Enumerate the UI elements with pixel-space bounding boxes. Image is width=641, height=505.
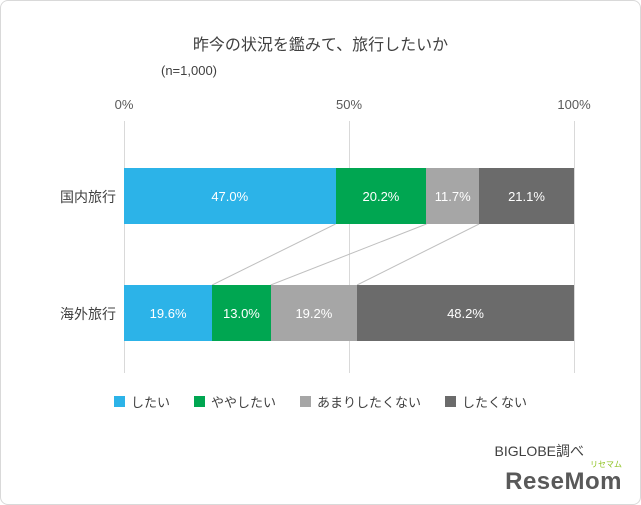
data-label: 13.0%: [223, 305, 260, 321]
x-axis-tick-label: 0%: [114, 97, 134, 112]
legend-swatch: [445, 396, 457, 407]
x-axis-tick-label: 100%: [557, 97, 591, 112]
bar-segment: 48.2%: [357, 285, 574, 341]
resemom-logo-wordmark: ReseMom: [505, 468, 622, 495]
gridline-100: [574, 121, 575, 373]
legend-item: あまりしたくない: [300, 392, 421, 411]
legend-label: あまりしたくない: [317, 395, 422, 410]
legend-swatch: [300, 396, 311, 407]
legend: したい ややしたい あまりしたくない したくない: [1, 392, 640, 411]
bar-row: 47.0% 20.2% 11.7% 21.1%: [124, 168, 574, 224]
bar-segment: 47.0%: [124, 168, 336, 224]
category-label: 国内旅行: [60, 189, 116, 205]
bar-segment: 13.0%: [212, 285, 271, 341]
bar-segment: 19.2%: [270, 285, 358, 341]
bar-segment: 19.6%: [124, 285, 213, 341]
legend-swatch: [113, 396, 125, 407]
x-axis-tick-label: 50%: [335, 97, 363, 112]
series-connector-line: [211, 224, 336, 285]
data-label: 11.7%: [434, 188, 471, 204]
connector-lines-svg: [211, 224, 480, 285]
bar-segment: 21.1%: [479, 168, 574, 224]
legend-item: したい: [113, 392, 170, 411]
gridline-0: [124, 121, 125, 373]
resemom-logo-katakana: リセマム: [590, 460, 622, 469]
legend-label: ややしたい: [210, 395, 276, 410]
legend-swatch: [193, 396, 205, 407]
series-connector-line: [356, 224, 480, 285]
series-connector-line: [270, 224, 427, 285]
data-label: 48.2%: [447, 305, 484, 321]
bar-row: 19.6% 13.0% 19.2% 48.2%: [124, 285, 574, 341]
resemom-logo: リセマム ReseMom: [505, 461, 622, 495]
chart-subtitle: (n=1,000): [161, 63, 218, 78]
data-label: 47.0%: [211, 188, 249, 204]
source-note: BIGLOBE調べ: [494, 443, 584, 459]
chart-title: 昨今の状況を鑑みて、旅行したいか: [192, 37, 449, 54]
data-label: 19.2%: [295, 305, 333, 321]
data-label: 20.2%: [362, 188, 400, 204]
data-label: 21.1%: [508, 188, 545, 204]
bar-segment: 20.2%: [335, 168, 427, 224]
data-label: 19.6%: [149, 305, 187, 321]
category-label: 海外旅行: [60, 306, 116, 322]
bar-segment: 11.7%: [426, 168, 480, 224]
legend-item: したくない: [445, 392, 527, 411]
legend-item: ややしたい: [193, 392, 276, 411]
legend-label: したい: [130, 395, 170, 410]
gridline-50: [349, 121, 350, 373]
legend-label: したくない: [462, 395, 528, 410]
